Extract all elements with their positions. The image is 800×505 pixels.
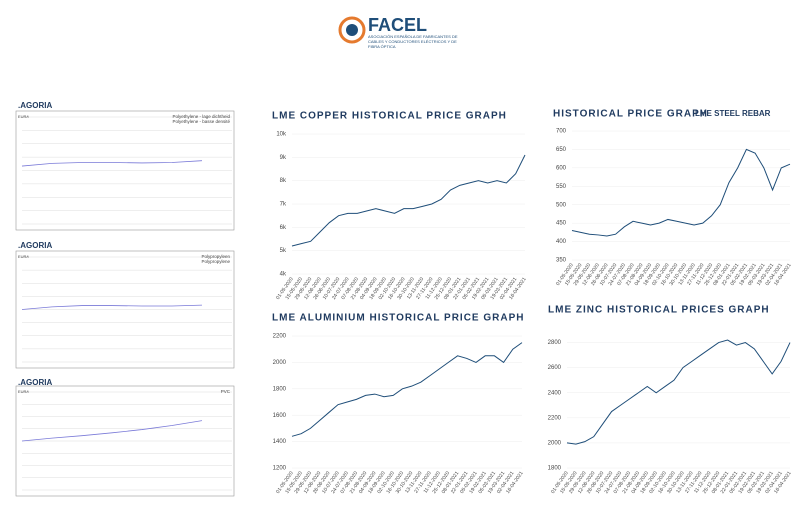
y-tick-label: 2000	[273, 360, 287, 366]
chart-title: LME ZINC HISTORICAL PRICES GRAPH	[548, 305, 770, 316]
y-tick-label: 1400	[273, 439, 287, 445]
y-tick-label: 550	[556, 184, 567, 190]
price-line	[21, 420, 203, 442]
y-tick-label: 450	[556, 221, 567, 227]
y-tick-label: 10k	[276, 132, 287, 138]
price-line	[571, 148, 791, 237]
y-tick-label: 1600	[273, 413, 287, 419]
chart-subtitle: LME STEEL REBAR	[695, 109, 771, 118]
logo-text: FACEL	[368, 15, 427, 35]
chart-title: .AGORIA	[18, 101, 52, 110]
y-tick-label: 4k	[280, 272, 287, 278]
y-tick-label: 2400	[548, 390, 562, 396]
y-tick-label: 700	[556, 129, 567, 135]
y-tick-label: 5k	[280, 248, 287, 254]
legend-entry: Polyethylene - basse densité	[172, 119, 230, 124]
y-tick-label: 1800	[273, 386, 287, 392]
plot-frame	[15, 385, 235, 497]
logo-core	[346, 24, 358, 36]
logo-ring	[338, 16, 366, 44]
tagline-box: ASOCIACIÓN ESPAÑOLA DE FABRICANTES DE CA…	[368, 34, 458, 49]
plot-frame	[15, 250, 235, 369]
y-tick-label: 600	[556, 165, 567, 171]
price-line	[291, 154, 526, 247]
chart-title: .AGORIA	[18, 378, 52, 387]
y-axis-label: EUR/t	[18, 114, 30, 119]
price-line	[21, 160, 203, 167]
chart-title: LME COPPER HISTORICAL PRICE GRAPH	[272, 111, 507, 122]
y-tick-label: 500	[556, 202, 567, 208]
y-tick-label: 1800	[548, 466, 562, 472]
y-tick-label: 2600	[548, 365, 562, 371]
price-line	[566, 339, 791, 445]
price-line	[21, 304, 203, 310]
y-axis-label: EUR/t	[18, 254, 30, 259]
chart-title: .AGORIA	[18, 241, 52, 250]
legend-entry: Polypropylene	[201, 259, 230, 264]
y-tick-label: 650	[556, 147, 567, 153]
legend-entry: PVC	[221, 389, 231, 394]
y-tick-label: 9k	[280, 155, 287, 161]
y-tick-label: 400	[556, 239, 567, 245]
y-tick-label: 6k	[280, 225, 287, 231]
y-tick-label: 2200	[273, 334, 287, 340]
legend-entry: Polypropyleen	[201, 254, 230, 259]
y-axis-label: EUR/t	[18, 389, 30, 394]
chart-title: HISTORICAL PRICE GRAPH	[553, 109, 708, 120]
y-tick-label: 2000	[548, 440, 562, 446]
y-tick-label: 1200	[273, 466, 287, 472]
y-tick-label: 7k	[280, 202, 287, 208]
tagline: ASOCIACIÓN ESPAÑOLA DE FABRICANTES DE CA…	[368, 34, 458, 49]
y-tick-label: 2800	[548, 340, 562, 346]
plot-frame	[15, 110, 235, 231]
legend-entry: Polyethylene - lage dichtheid	[172, 114, 230, 119]
logo: FACEL ASOCIACIÓN ESPAÑOLA DE FABRICANTES…	[338, 15, 458, 49]
y-tick-label: 2200	[548, 415, 562, 421]
y-tick-label: 8k	[280, 178, 287, 184]
chart-title: LME ALUMINIUM HISTORICAL PRICE GRAPH	[272, 313, 524, 324]
y-tick-label: 350	[556, 258, 567, 264]
price-line	[291, 342, 523, 437]
